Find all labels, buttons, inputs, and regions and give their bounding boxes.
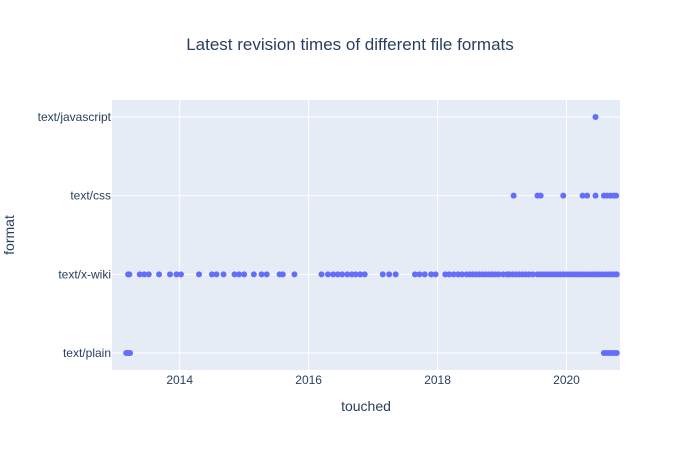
- data-point: [450, 271, 457, 278]
- data-point: [156, 271, 163, 278]
- data-point: [392, 271, 399, 278]
- data-point: [560, 192, 567, 199]
- x-axis-title: touched: [341, 398, 391, 414]
- data-points: [123, 114, 620, 356]
- data-point: [379, 271, 386, 278]
- data-point: [213, 271, 220, 278]
- data-point: [613, 192, 620, 199]
- data-point: [495, 271, 502, 278]
- data-point: [416, 271, 423, 278]
- data-point: [411, 271, 418, 278]
- data-point: [421, 271, 428, 278]
- data-point: [141, 271, 148, 278]
- data-point: [592, 114, 599, 120]
- x-axis-ticks: 2014 2016 2018 2020: [166, 373, 580, 387]
- data-point: [279, 271, 286, 278]
- data-point: [428, 271, 435, 278]
- y-axis-ticks: text/plain text/x-wiki text/css text/javasc…: [38, 110, 112, 360]
- data-point: [584, 192, 591, 199]
- data-point: [352, 271, 359, 278]
- data-point: [579, 192, 586, 199]
- data-point: [250, 271, 257, 278]
- y-tick-label: text/css: [70, 189, 111, 203]
- data-point: [291, 271, 298, 278]
- data-point: [330, 271, 337, 278]
- data-point: [236, 271, 242, 278]
- data-point: [220, 271, 227, 278]
- data-point: [263, 271, 270, 278]
- data-point: [339, 271, 346, 278]
- data-point: [126, 271, 133, 278]
- data-point: [173, 271, 180, 278]
- data-point: [334, 271, 341, 278]
- data-point: [318, 271, 325, 278]
- chart-title: Latest revision times of different file …: [186, 35, 514, 54]
- y-tick-label: text/x-wiki: [58, 267, 111, 281]
- data-point: [208, 271, 215, 278]
- data-point: [537, 192, 544, 199]
- data-point: [324, 271, 331, 278]
- data-point: [613, 271, 620, 278]
- data-point: [432, 271, 439, 278]
- y-tick-label: text/javascript: [38, 110, 112, 124]
- data-point: [459, 271, 466, 278]
- data-point: [357, 271, 364, 278]
- data-point: [386, 271, 393, 278]
- data-point: [177, 271, 184, 278]
- x-tick-label: 2018: [424, 373, 451, 387]
- y-axis-title: format: [1, 215, 17, 255]
- data-point: [361, 271, 368, 278]
- data-point: [344, 271, 351, 278]
- data-point: [241, 271, 248, 278]
- data-point: [529, 271, 536, 278]
- data-point: [613, 350, 620, 356]
- data-point: [446, 271, 453, 278]
- data-point: [167, 271, 174, 278]
- x-tick-label: 2016: [295, 373, 322, 387]
- y-tick-label: text/plain: [63, 346, 111, 360]
- x-tick-label: 2020: [553, 373, 580, 387]
- x-tick-label: 2014: [166, 373, 193, 387]
- data-point: [231, 271, 238, 278]
- plot-area: [112, 100, 620, 370]
- data-point: [136, 271, 143, 278]
- data-point: [510, 192, 517, 199]
- data-point: [592, 192, 599, 199]
- data-point: [258, 271, 265, 278]
- data-point: [145, 271, 152, 278]
- data-point: [196, 271, 203, 278]
- data-point: [127, 350, 134, 356]
